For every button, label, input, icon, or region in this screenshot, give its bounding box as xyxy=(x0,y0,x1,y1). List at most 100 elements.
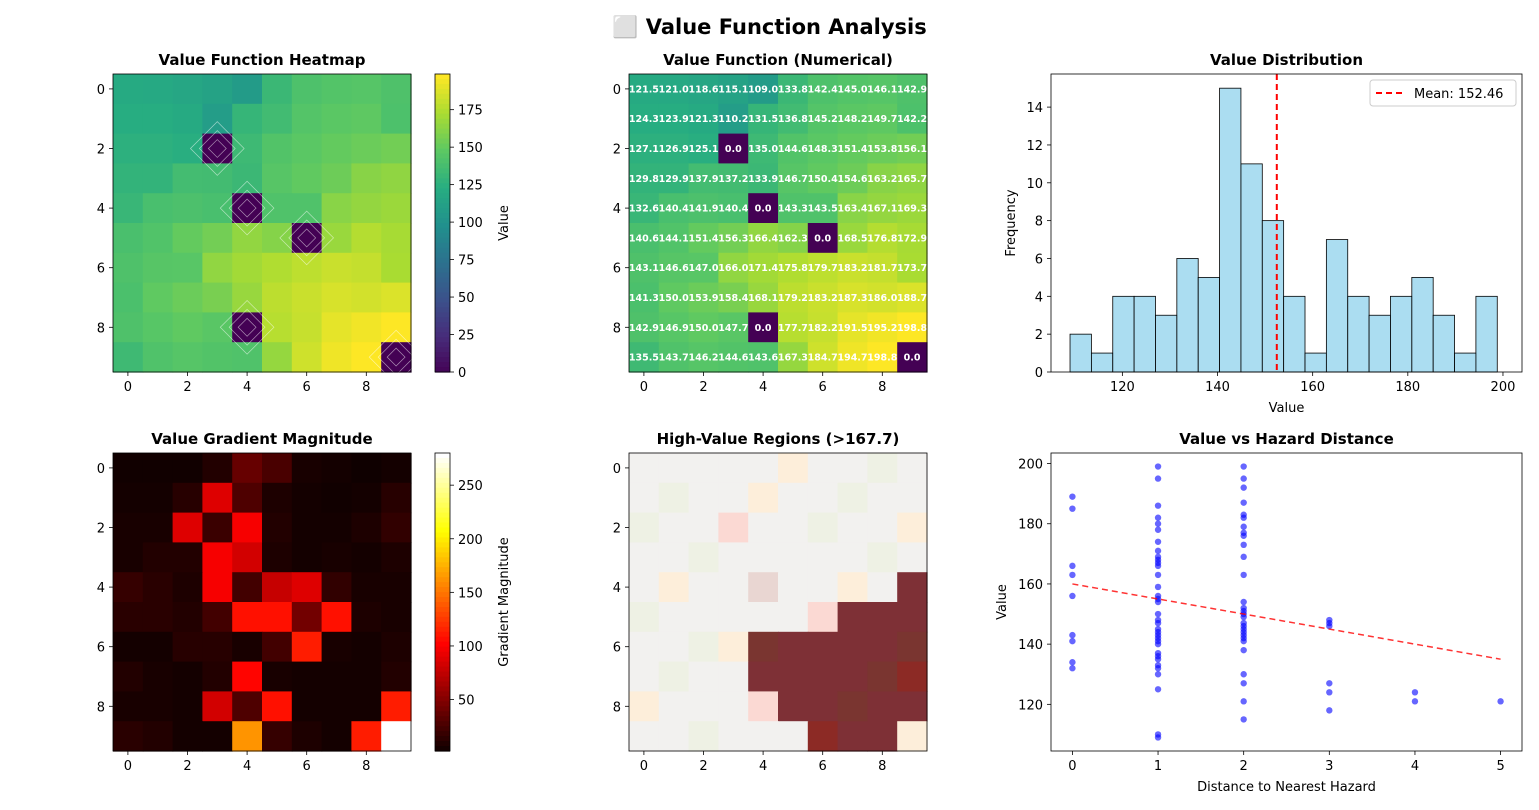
gradient-colorbar-band xyxy=(435,507,450,514)
contour-line xyxy=(368,329,424,385)
gradient-cell xyxy=(291,691,323,722)
cell-value-label: 151.4 xyxy=(688,233,718,244)
region-cell xyxy=(748,691,779,722)
gradient-cell xyxy=(321,631,352,663)
cell-value-label: 168.5 xyxy=(837,233,867,244)
scatter-point xyxy=(1240,484,1247,491)
value-cell xyxy=(232,74,263,105)
cell-value-label: 145.2 xyxy=(808,114,838,125)
value-cell xyxy=(262,163,293,194)
histogram-ytick-label: 4 xyxy=(1035,290,1043,305)
numerical-cell xyxy=(688,252,719,284)
gradient-colorbar-band xyxy=(435,582,450,588)
numerical-cell xyxy=(867,223,898,254)
region-cell xyxy=(867,661,898,692)
value-cell xyxy=(321,163,352,194)
gradient-colorbar-band xyxy=(435,512,450,519)
numerical-cell xyxy=(748,342,779,373)
value-cell xyxy=(291,163,323,194)
contour-line xyxy=(228,189,266,227)
cell-value-label: 195.2 xyxy=(867,323,897,334)
numerical-cell xyxy=(837,223,868,254)
value-cell xyxy=(142,342,174,373)
numerical-cell xyxy=(688,223,719,254)
numerical-cell xyxy=(629,312,660,343)
region-cell xyxy=(807,602,839,633)
value-cell xyxy=(113,223,144,254)
region-cell xyxy=(688,661,719,692)
gradient-colorbar-band xyxy=(435,621,450,628)
region-cell xyxy=(658,691,690,722)
gradient-cell xyxy=(351,661,382,692)
value-cell xyxy=(262,342,293,373)
cell-value-label: 131.5 xyxy=(748,114,778,125)
cell-value-label: 127.1 xyxy=(629,144,659,155)
scatter-point xyxy=(1154,562,1162,570)
value-colorbar-band xyxy=(435,203,450,209)
value-colorbar-band xyxy=(435,188,450,194)
contour-line xyxy=(228,308,266,346)
numerical-cell xyxy=(718,342,749,373)
value-cell xyxy=(142,74,174,105)
cell-value-label: 184.7 xyxy=(808,353,838,364)
numerical-cell xyxy=(867,74,898,105)
numerical-cell xyxy=(867,282,898,313)
value-cell xyxy=(232,223,263,254)
numerical-cell xyxy=(658,193,690,224)
region-cell xyxy=(867,542,898,573)
cell-value-label: 171.4 xyxy=(748,263,778,274)
cell-value-label: 142.9 xyxy=(897,84,927,95)
gradient-colorbar-band xyxy=(435,706,450,712)
cell-value-label: 188.7 xyxy=(897,293,927,304)
gradient-cell xyxy=(232,691,263,722)
region-cell xyxy=(778,631,809,663)
value-colorbar-band xyxy=(435,143,450,150)
value-cell xyxy=(172,342,203,373)
cell-value-label: 168.1 xyxy=(748,293,778,304)
gradient-cell xyxy=(262,453,293,484)
gradient-cell xyxy=(321,453,352,484)
value-heatmap-panel: Value Function Heatmap 0 0 2 2 4 4 6 6 8 8 0 25 50 75 1… xyxy=(97,51,512,395)
scatter-xtick-label: 2 xyxy=(1240,759,1248,774)
region-cell xyxy=(897,602,928,633)
scatter-point xyxy=(1154,475,1162,482)
value-histogram-panel: 120 140 160 180 200 0 2 4 6 8 10 12 14 Value Distribu… xyxy=(1004,51,1523,416)
value-colorbar-label: 125 xyxy=(458,179,483,194)
gradient-cell xyxy=(202,572,233,603)
gradient-colorbar-band xyxy=(435,746,450,752)
histogram-title: Value Distribution xyxy=(1210,51,1363,69)
value-cell xyxy=(113,163,144,194)
cell-value-label: 166.0 xyxy=(718,263,748,274)
scatter-title: Value vs Hazard Distance xyxy=(1179,430,1394,448)
gradient-cell xyxy=(291,542,323,573)
gradient-colorbar-band xyxy=(435,467,450,474)
contour-line xyxy=(297,228,317,248)
value-cell xyxy=(381,342,412,373)
region-cell xyxy=(748,572,779,603)
value-heatmap-frame xyxy=(112,73,412,373)
gradient-cell xyxy=(381,572,412,603)
gradient-colorbar-band xyxy=(435,716,450,722)
cell-value-label: 143.3 xyxy=(778,204,808,215)
region-cell xyxy=(688,572,719,603)
value-colorbar-band xyxy=(435,178,450,184)
value-colorbar-label: 75 xyxy=(458,254,475,269)
scatter-point xyxy=(1154,502,1162,509)
gradient-cell xyxy=(321,721,352,752)
region-cell xyxy=(837,691,868,722)
gradient-colorbar-band xyxy=(435,676,450,683)
gradient-colorbar-band xyxy=(435,517,450,524)
value-colorbar-band xyxy=(435,123,450,130)
gradient-cell xyxy=(351,721,382,752)
value-colorbar-band xyxy=(435,103,450,110)
gradient-cell xyxy=(113,453,144,484)
cell-value-label: 0.0 xyxy=(725,144,742,155)
gradient-cell xyxy=(113,691,144,722)
value-cell xyxy=(351,193,382,224)
value-cell xyxy=(172,312,203,343)
cell-value-label: 124.3 xyxy=(629,114,659,125)
region-cell xyxy=(897,482,928,514)
region-cell xyxy=(718,661,749,692)
scatter-ytick-label: 200 xyxy=(1018,458,1043,473)
numerical-cell xyxy=(897,103,928,135)
